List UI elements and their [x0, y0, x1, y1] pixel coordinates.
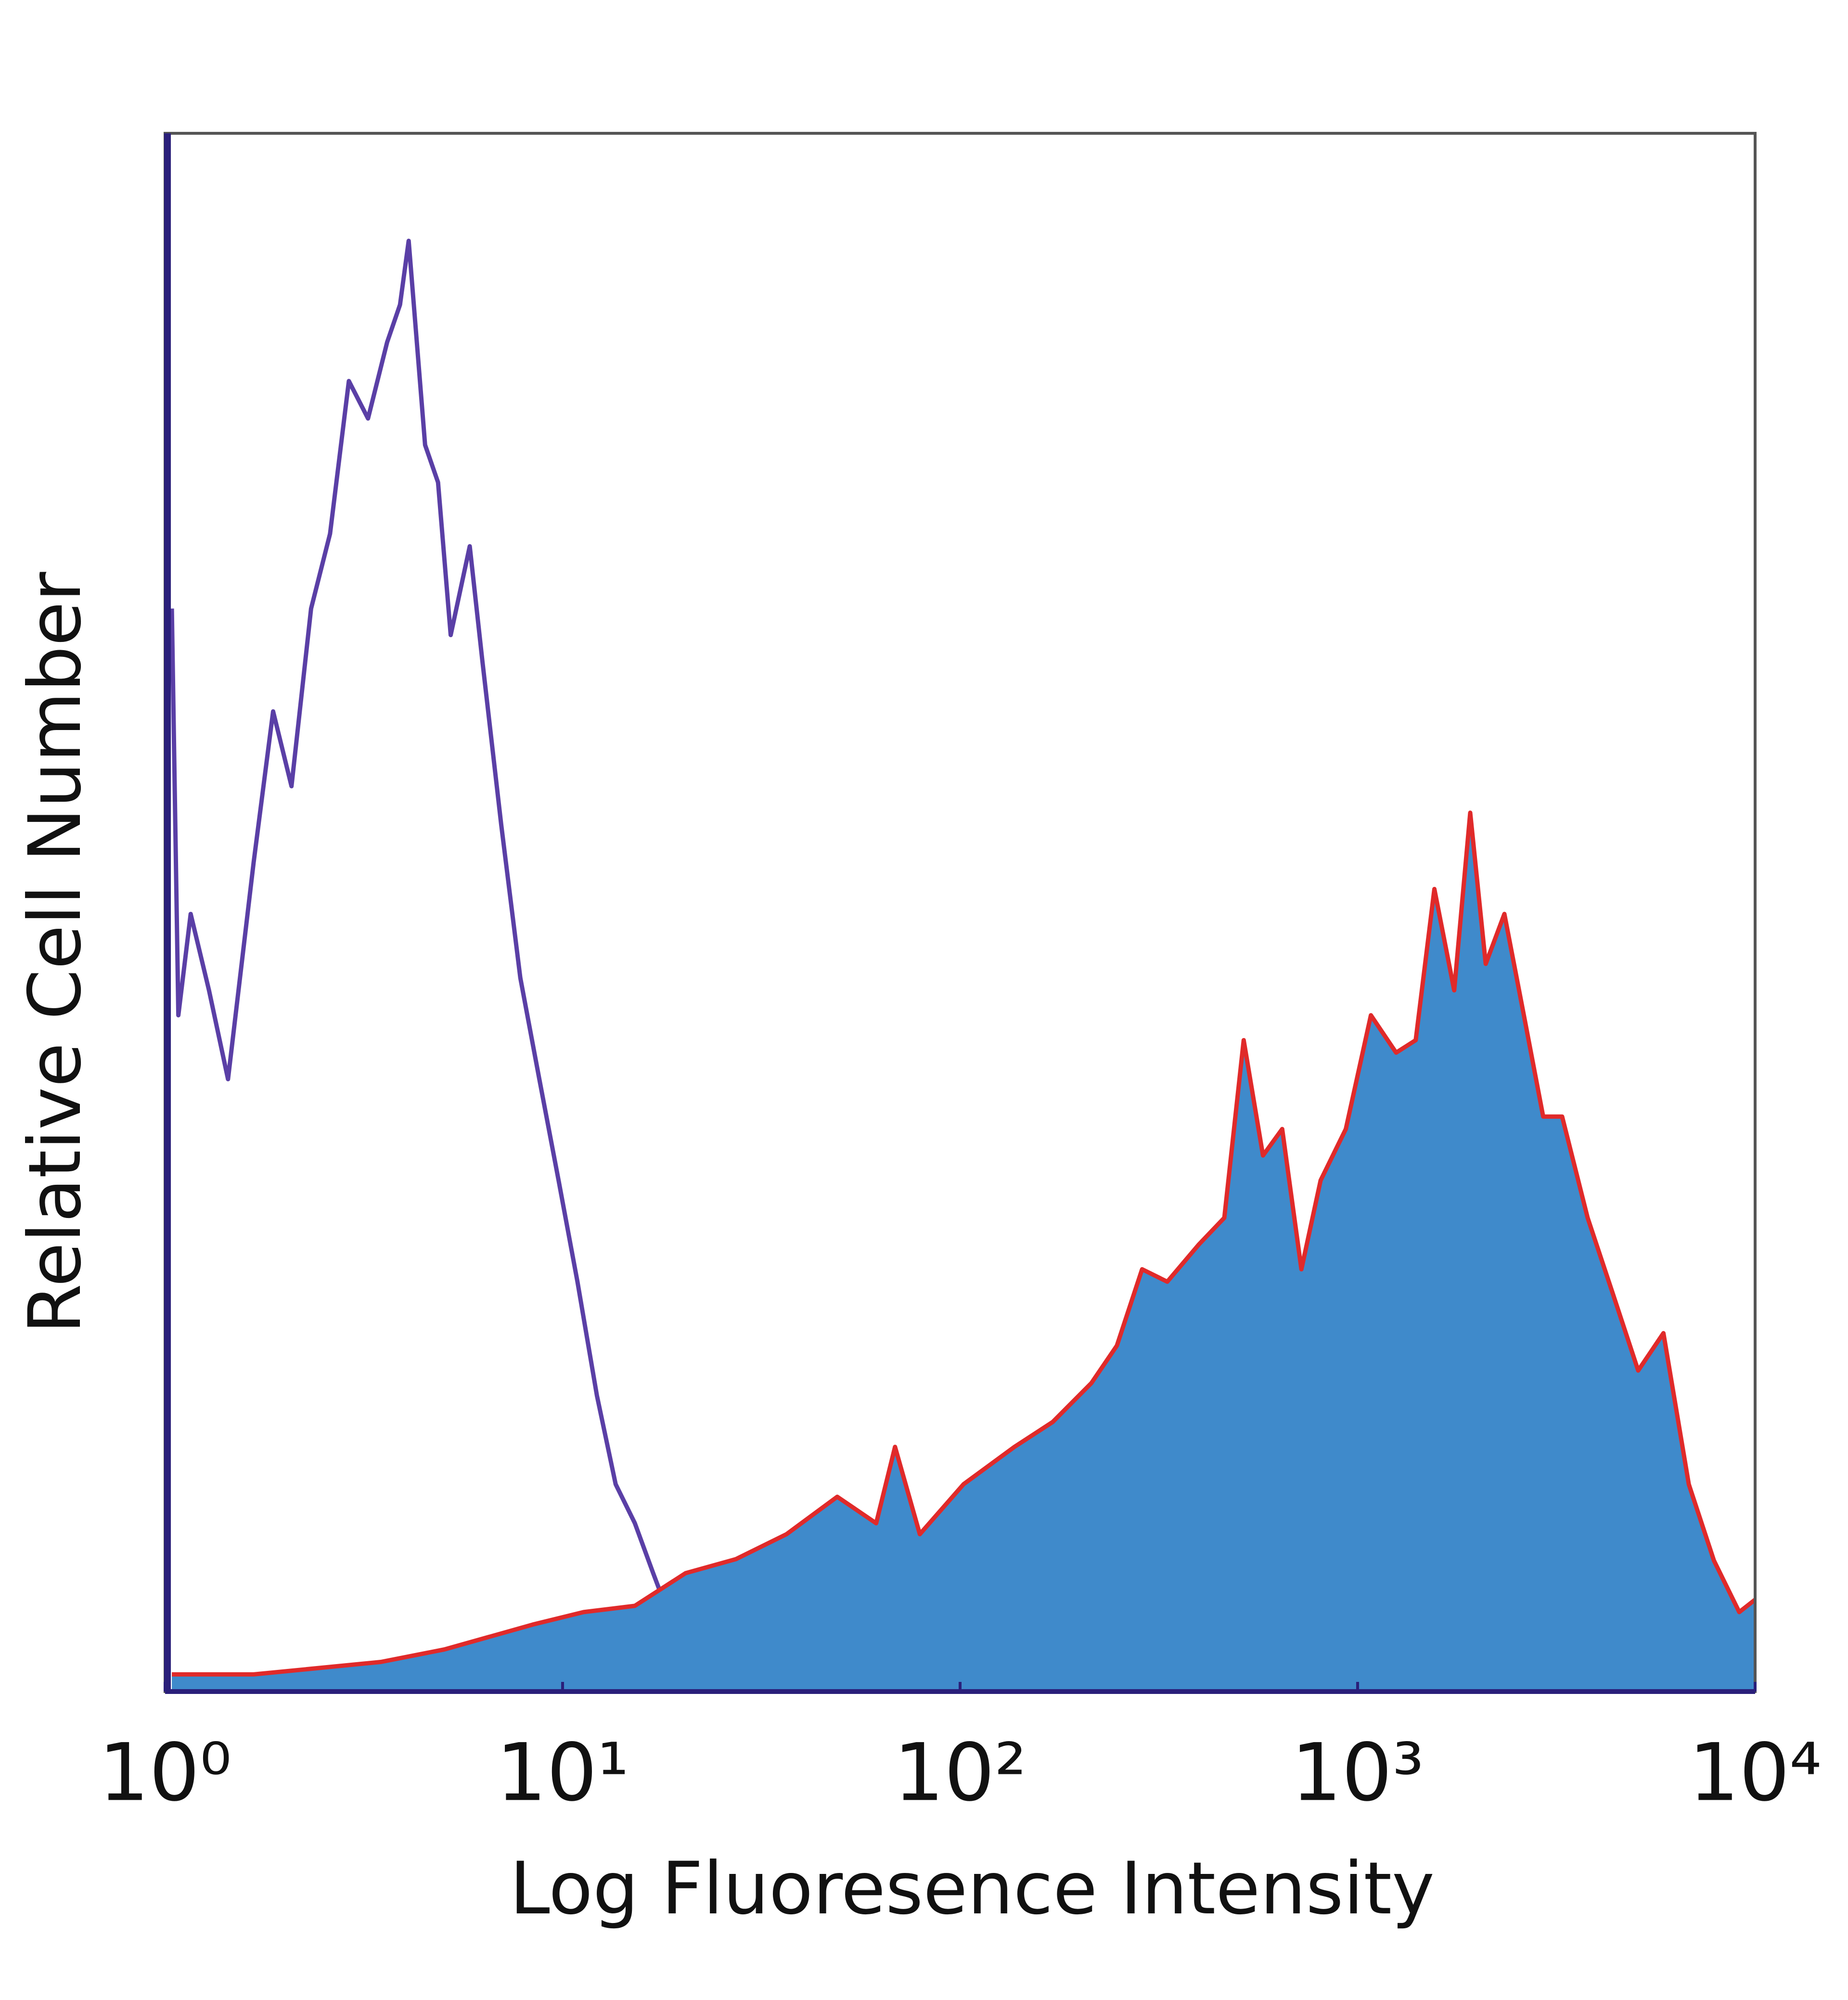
x-tick-label: 10⁴	[1689, 1726, 1822, 1819]
x-tick-label: 10³	[1291, 1726, 1424, 1819]
histogram-area	[172, 812, 1755, 1692]
plot-area	[169, 238, 1757, 1694]
x-tick-label: 10⁰	[99, 1726, 231, 1819]
histogram-outline	[172, 810, 1757, 1677]
y-axis-label: Relative Cell Number	[13, 572, 97, 1334]
x-tick-label: 10²	[894, 1726, 1027, 1819]
x-tick-label: 10¹	[496, 1726, 629, 1819]
x-axis-label: Log Fluoresence Intensity	[510, 1847, 1435, 1931]
